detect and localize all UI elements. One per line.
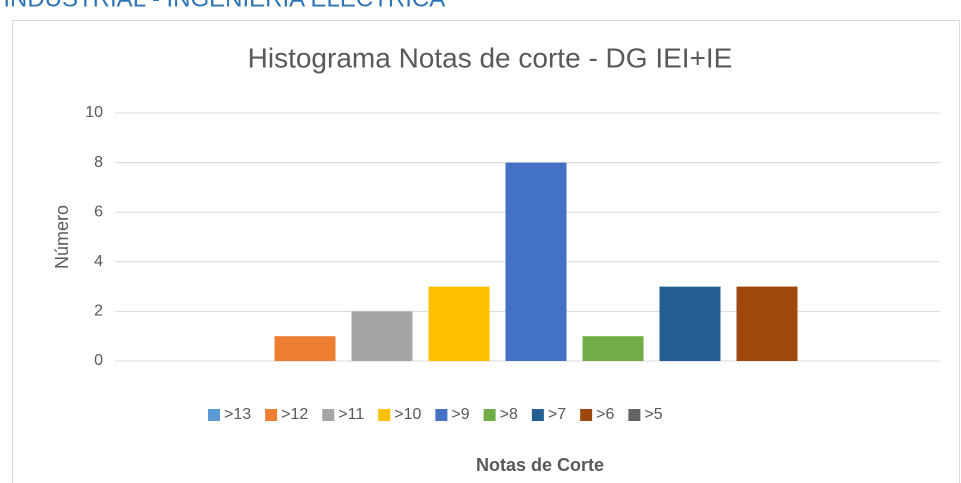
legend-swatch: [265, 409, 278, 421]
legend-swatch: [580, 409, 593, 421]
bar: [505, 162, 567, 361]
y-tick-label: 10: [85, 104, 103, 121]
legend-label: >9: [451, 406, 469, 423]
legend-swatch: [378, 409, 391, 421]
legend-label: >13: [224, 406, 251, 423]
legend-swatch: [435, 409, 448, 421]
x-axis-title: Notas de Corte: [476, 455, 604, 475]
bar: [659, 286, 721, 361]
legend-label: >10: [394, 406, 421, 423]
bar: [274, 336, 336, 361]
y-tick-label: 4: [94, 253, 103, 270]
legend-swatch: [531, 409, 544, 421]
y-tick-label: 8: [94, 154, 103, 171]
y-axis-title: Número: [52, 205, 72, 269]
y-tick-label: 0: [94, 352, 103, 369]
bar: [582, 336, 644, 361]
header-title: A INDUSTRIAL - INGENIERÍA ELÉCTRICA: [0, 0, 445, 12]
legend-label: >6: [596, 406, 614, 423]
y-tick-label: 2: [94, 303, 103, 320]
legend-swatch: [628, 409, 641, 421]
legend-label: >8: [500, 406, 518, 423]
legend-label: >12: [281, 406, 308, 423]
legend-swatch: [322, 409, 335, 421]
legend-label: >5: [644, 406, 662, 423]
chart-title: Histograma Notas de corte - DG IEI+IE: [248, 42, 733, 73]
bar: [736, 286, 798, 361]
legend-swatch: [483, 409, 496, 421]
legend-label: >11: [338, 406, 364, 423]
legend-swatch: [208, 409, 220, 421]
y-tick-label: 6: [94, 203, 103, 220]
bar: [351, 311, 413, 361]
bar: [428, 286, 490, 361]
legend-label: >7: [548, 406, 566, 423]
chart-border: [12, 20, 960, 483]
